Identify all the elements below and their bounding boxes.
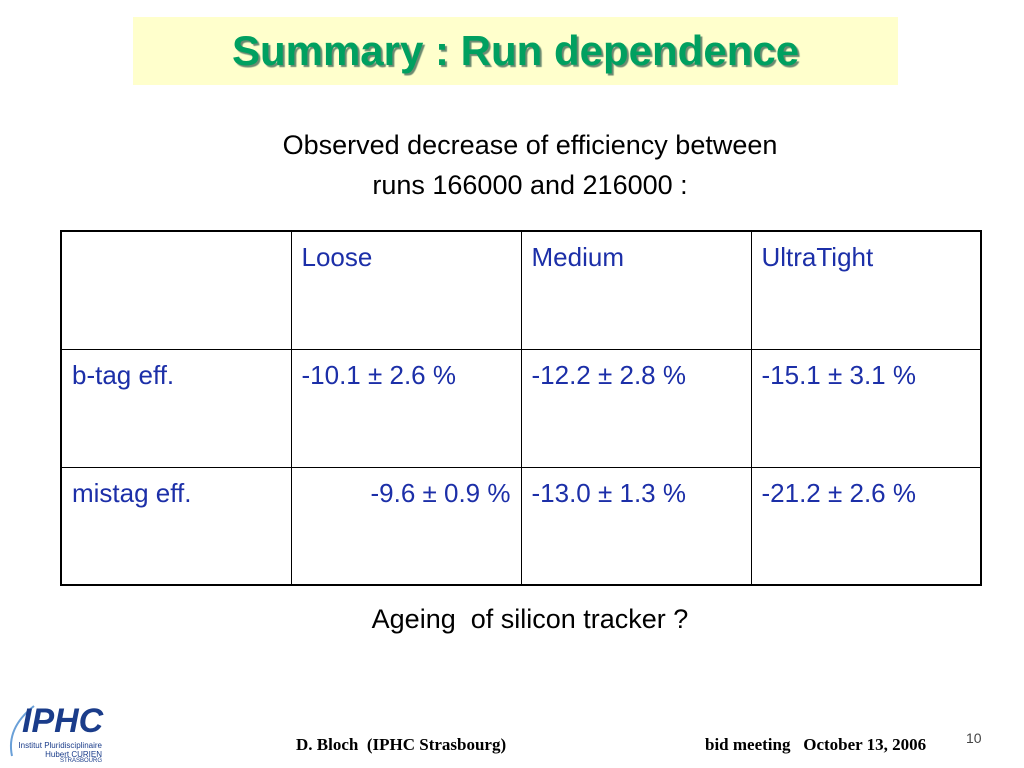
cell: -15.1 ± 3.1 % xyxy=(750,348,982,468)
logo-line: Hubert CURIEN xyxy=(45,750,102,759)
intro-line: runs 166000 and 216000 : xyxy=(372,170,688,200)
table: Loose Medium UltraTight b-tag eff. -10.1… xyxy=(60,230,982,586)
title-box xyxy=(133,17,898,85)
cell: -10.1 ± 2.6 % xyxy=(290,348,522,468)
logo-name: IPHC xyxy=(22,702,104,740)
row: mistag eff. -9.6 ± 0.9 % -13.0 ± 1.3 % -… xyxy=(60,466,982,586)
footer-author: D. Bloch (IPHC Strasbourg) xyxy=(296,735,507,754)
logo-line: Institut Pluridisciplinaire xyxy=(18,741,102,750)
cell: -9.6 ± 0.9 % xyxy=(290,466,522,586)
logo-graphic xyxy=(10,705,35,757)
intro-line: Observed decrease of efficiency between xyxy=(282,130,778,160)
row-label: b-tag eff. xyxy=(60,348,292,468)
caption: Ageing of silicon tracker ? xyxy=(371,604,689,634)
page-number: 10 xyxy=(966,730,982,746)
cell: -12.2 ± 2.8 % xyxy=(520,348,752,468)
cell: -13.0 ± 1.3 % xyxy=(520,466,752,586)
cell: -21.2 ± 2.6 % xyxy=(750,466,982,586)
header-row: Loose Medium UltraTight xyxy=(60,230,982,350)
column-header: UltraTight xyxy=(750,230,982,350)
column-header: Medium xyxy=(520,230,752,350)
column-header: Loose xyxy=(290,230,522,350)
row-label: mistag eff. xyxy=(60,466,292,586)
row: b-tag eff. -10.1 ± 2.6 % -12.2 ± 2.8 % -… xyxy=(60,348,982,468)
empty-cell xyxy=(60,230,292,350)
title: Summary : Run dependence xyxy=(231,27,800,74)
logo-line: STRASBOURG xyxy=(59,758,102,764)
footer-meeting: bid meeting October 13, 2006 xyxy=(705,735,927,754)
